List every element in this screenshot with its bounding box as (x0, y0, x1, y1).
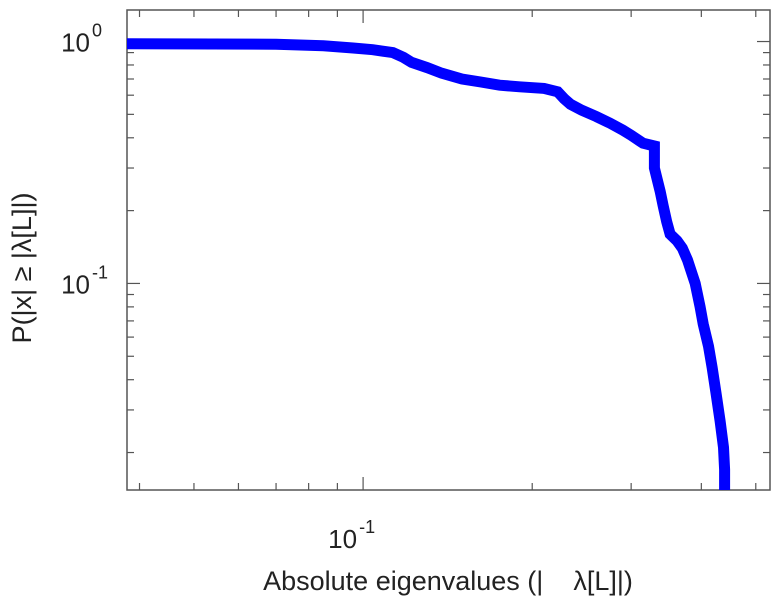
series-line-0 (126, 38, 731, 490)
y-tick-label-exponent: -1 (92, 262, 108, 282)
y-tick-label-base: 10 (61, 28, 90, 58)
x-tick-label-base: 10 (328, 524, 357, 554)
y-axis-label: P(|x| ≥ |λ[L]|) (7, 193, 37, 344)
x-axis-label: Absolute eigenvalues (| λ[L]|) (263, 566, 633, 596)
tick-labels: 10 -110 010 -1 (61, 21, 375, 554)
minor-ticks (127, 10, 770, 490)
major-ticks (127, 10, 770, 490)
series-layer (126, 38, 731, 490)
y-tick-label-base: 10 (61, 269, 90, 299)
y-tick-label-exponent: 0 (92, 21, 102, 41)
plot-frame (126, 9, 771, 491)
x-tick-label-exponent: -1 (359, 517, 375, 537)
